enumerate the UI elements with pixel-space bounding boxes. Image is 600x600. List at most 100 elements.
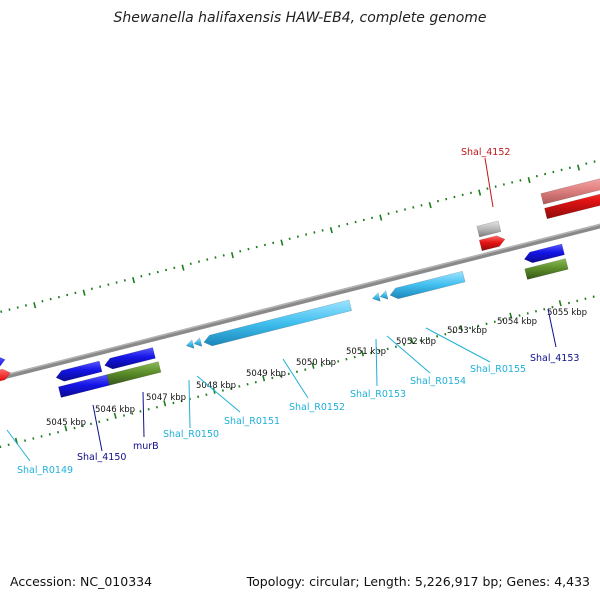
- tick-mark: [444, 332, 447, 336]
- kbp-label: 5054 kbp: [497, 317, 537, 327]
- gene-label[interactable]: Shal_R0155: [470, 364, 526, 375]
- gene-arrow-olive: [524, 258, 569, 280]
- gene-label[interactable]: Shal_R0149: [17, 465, 73, 476]
- tick-mark: [271, 376, 274, 380]
- tick-mark: [419, 339, 422, 342]
- tick-mark: [485, 322, 488, 326]
- tick-mark: [387, 212, 390, 215]
- kbp-label: 5046 kbp: [95, 405, 135, 415]
- tick-mark: [132, 277, 136, 284]
- tick-mark: [346, 222, 349, 226]
- tick-mark: [238, 385, 241, 388]
- tick-mark: [113, 412, 117, 419]
- tick-mark: [329, 227, 333, 234]
- tick-mark: [378, 349, 381, 353]
- rna-chevron: [379, 290, 389, 300]
- tick-mark: [0, 445, 2, 449]
- genome-backbone: [0, 223, 600, 381]
- tick-mark: [214, 256, 217, 259]
- tick-mark: [592, 295, 595, 298]
- gene-label[interactable]: Shal_4152: [461, 147, 510, 158]
- tick-mark: [478, 189, 482, 196]
- tick-mark: [379, 214, 383, 221]
- tick-mark: [567, 301, 570, 305]
- tick-mark: [519, 179, 522, 182]
- tick-mark: [40, 435, 43, 438]
- tick-mark: [436, 335, 439, 338]
- kbp-label: 5050 kbp: [296, 358, 336, 368]
- tick-mark: [0, 310, 3, 313]
- tick-mark: [552, 170, 555, 174]
- tick-mark: [395, 210, 398, 213]
- tick-mark: [148, 272, 151, 276]
- gene-label[interactable]: Shal_R0150: [163, 429, 219, 440]
- tick-mark: [584, 297, 587, 301]
- gene-label[interactable]: Shal_R0154: [410, 376, 466, 387]
- backbone-highlight: [0, 223, 600, 378]
- tick-mark: [81, 424, 84, 428]
- tick-mark: [32, 437, 35, 440]
- tick-marks: [0, 160, 596, 449]
- gene-block-red: [544, 193, 600, 220]
- tick-mark: [155, 405, 158, 409]
- tick-mark: [469, 191, 472, 195]
- tick-mark: [328, 362, 332, 365]
- gene-label[interactable]: Shal_R0152: [289, 402, 345, 413]
- kbp-label: 5045 kbp: [46, 418, 86, 428]
- tick-mark: [305, 233, 308, 236]
- tick-mark: [560, 168, 563, 172]
- tick-mark: [221, 389, 224, 392]
- gene-label[interactable]: Shal_R0153: [350, 389, 406, 400]
- tick-mark: [140, 274, 143, 278]
- gene-label[interactable]: Shal_R0151: [224, 416, 280, 427]
- tick-mark: [73, 426, 76, 430]
- tick-mark: [57, 295, 60, 299]
- tick-mark: [576, 299, 579, 303]
- tick-mark: [313, 231, 316, 234]
- tick-mark: [254, 380, 257, 384]
- tick-mark: [469, 326, 472, 330]
- tick-mark: [205, 393, 208, 396]
- tick-mark: [526, 312, 529, 315]
- tick-mark: [106, 418, 109, 421]
- tick-mark: [353, 355, 356, 359]
- kbp-label: 5053 kbp: [447, 326, 487, 336]
- tick-mark: [544, 172, 547, 176]
- tick-mark: [527, 176, 531, 184]
- tick-mark: [139, 410, 142, 413]
- tick-mark: [147, 408, 150, 411]
- tick-mark: [115, 281, 118, 284]
- tick-mark: [247, 247, 250, 251]
- tick-mark: [288, 237, 291, 240]
- tick-mark: [420, 204, 423, 207]
- tick-mark: [172, 401, 175, 405]
- tick-mark: [64, 425, 68, 432]
- tick-mark: [230, 387, 233, 390]
- tick-mark: [593, 160, 596, 163]
- gene-arrow-red: [0, 368, 11, 382]
- gene-arrow-red: [478, 235, 506, 252]
- tick-mark: [558, 300, 562, 307]
- tick-mark: [461, 193, 464, 197]
- tick-mark: [403, 208, 407, 211]
- tick-mark: [386, 347, 389, 351]
- tick-mark: [403, 343, 406, 346]
- tick-mark: [123, 279, 126, 282]
- gene-label[interactable]: Shal_4153: [530, 353, 579, 364]
- tick-mark: [280, 239, 284, 246]
- gene-features: [0, 178, 600, 398]
- tick-mark: [295, 370, 299, 374]
- tick-mark: [428, 201, 432, 209]
- gene-label[interactable]: murB: [133, 441, 159, 452]
- tick-mark: [534, 310, 538, 313]
- tick-mark: [321, 229, 324, 232]
- tick-mark: [509, 312, 513, 319]
- map-title: Shewanella halifaxensis HAW-EB4, complet…: [113, 10, 486, 26]
- tick-mark: [99, 285, 102, 288]
- gene-label[interactable]: Shal_4150: [77, 452, 126, 463]
- gene-labels: Shal_R0149 Shal_4150 murB Shal_R0150 Sha…: [17, 147, 579, 476]
- genome-track: [0, 160, 600, 449]
- tick-mark: [287, 372, 290, 376]
- tick-mark: [57, 430, 60, 434]
- rna-arrow-cyan: [389, 270, 466, 300]
